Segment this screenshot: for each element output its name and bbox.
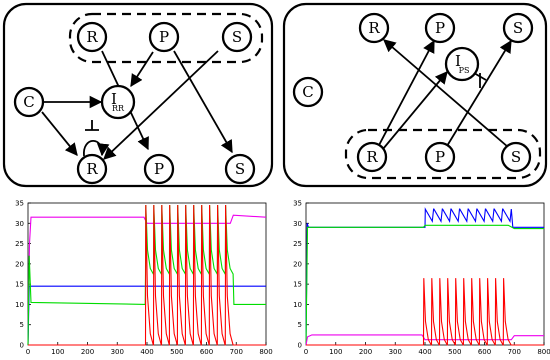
inhibition-I-to-R (85, 120, 99, 131)
y-tick-label: 0 (20, 342, 24, 350)
node-subscript: RR (112, 104, 125, 113)
node-label: C (23, 93, 34, 111)
x-tick-label: 300 (389, 348, 402, 356)
node-label: P (435, 19, 445, 37)
node-label: S (513, 19, 523, 37)
x-tick-label: 500 (448, 348, 461, 356)
y-tick-label: 10 (293, 301, 302, 309)
edge-R-to-P (377, 39, 435, 148)
left-chart: 0 100 200 300 400 500 600 700 800 0 5 10 15 20 25 30 35 (15, 200, 273, 357)
x-tick-label: 800 (537, 348, 550, 356)
node-label: C (302, 83, 313, 101)
right-chart: 0 100 200 300 400 500 600 700 800 0 5 10 15 20 25 30 35 (293, 200, 550, 357)
node-R-top: R (76, 21, 108, 53)
y-tick-label: 15 (15, 281, 24, 289)
node-label: P (154, 160, 164, 178)
x-tick-label: 700 (230, 348, 243, 356)
green-series-line (305, 224, 544, 346)
node-R-bottom: R (76, 153, 108, 185)
x-tick-label: 300 (111, 348, 124, 356)
x-tick-label: 0 (304, 348, 308, 356)
edge-P-to-S (446, 39, 512, 147)
y-tick-label: 25 (15, 240, 24, 248)
y-tick-label: 35 (15, 200, 24, 208)
node-C: C (13, 86, 45, 118)
x-tick-label: 200 (359, 348, 372, 356)
node-label: S (511, 148, 521, 166)
x-tick-label: 700 (508, 348, 521, 356)
x-tick-label: 500 (170, 348, 183, 356)
node-label: R (86, 160, 98, 178)
y-tick-label: 0 (298, 342, 302, 350)
node-I-PS: I PS (444, 46, 480, 82)
y-tick-label: 5 (20, 321, 24, 329)
node-S-bottom: S (500, 141, 532, 173)
left-dashed-group (68, 12, 264, 64)
node-label: I (111, 90, 117, 108)
node-label: S (232, 28, 242, 46)
x-tick-label: 400 (418, 348, 431, 356)
y-tick-label: 25 (293, 240, 302, 248)
red-series-line (28, 204, 266, 346)
node-R-top: R (358, 12, 390, 44)
y-tick-label: 35 (293, 200, 302, 208)
node-subscript: PS (459, 66, 470, 75)
x-tick-label: 800 (259, 348, 272, 356)
edge-S-to-R (103, 50, 219, 160)
node-label: P (159, 28, 169, 46)
x-tick-label: 200 (81, 348, 94, 356)
y-tick-label: 10 (15, 301, 24, 309)
left-diagram: R P S C I RR R P S (2, 2, 274, 188)
node-label: R (86, 28, 98, 46)
y-tick-label: 15 (293, 281, 302, 289)
x-tick-label: 600 (478, 348, 491, 356)
node-P-bottom: P (424, 141, 456, 173)
y-tick-label: 30 (15, 220, 24, 228)
node-P-top: P (148, 21, 180, 53)
x-tick-label: 600 (200, 348, 213, 356)
node-C: C (292, 76, 324, 108)
right-diagram: R P S C I PS R P S (282, 2, 548, 188)
node-label: I (455, 52, 461, 70)
x-tick-label: 100 (329, 348, 342, 356)
edge-P-to-I (130, 51, 154, 88)
node-P-top: P (424, 12, 456, 44)
y-tick-label: 20 (293, 260, 302, 268)
self-loop-R (83, 139, 110, 157)
node-label: R (366, 148, 378, 166)
node-P-bottom: P (143, 153, 175, 185)
edge-P-to-S (173, 50, 233, 154)
edge-S-to-R (383, 39, 509, 148)
y-tick-label: 30 (293, 220, 302, 228)
node-label: S (235, 160, 245, 178)
right-dashed-group (344, 128, 542, 180)
inhibition-I-to-S (473, 72, 487, 88)
x-tick-label: 0 (26, 348, 30, 356)
red-series-line (306, 278, 544, 346)
y-tick-label: 20 (15, 260, 24, 268)
x-tick-label: 100 (51, 348, 64, 356)
y-tick-label: 5 (298, 321, 302, 329)
x-tick-label: 400 (140, 348, 153, 356)
node-S-top: S (221, 21, 253, 53)
node-label: R (368, 19, 380, 37)
blue-series-line (305, 207, 544, 346)
node-R-bottom: R (356, 141, 388, 173)
node-S-top: S (502, 12, 534, 44)
node-I-RR: I RR (100, 84, 136, 120)
node-S-bottom: S (224, 153, 256, 185)
edge-C-to-R (41, 111, 78, 156)
node-label: P (435, 148, 445, 166)
